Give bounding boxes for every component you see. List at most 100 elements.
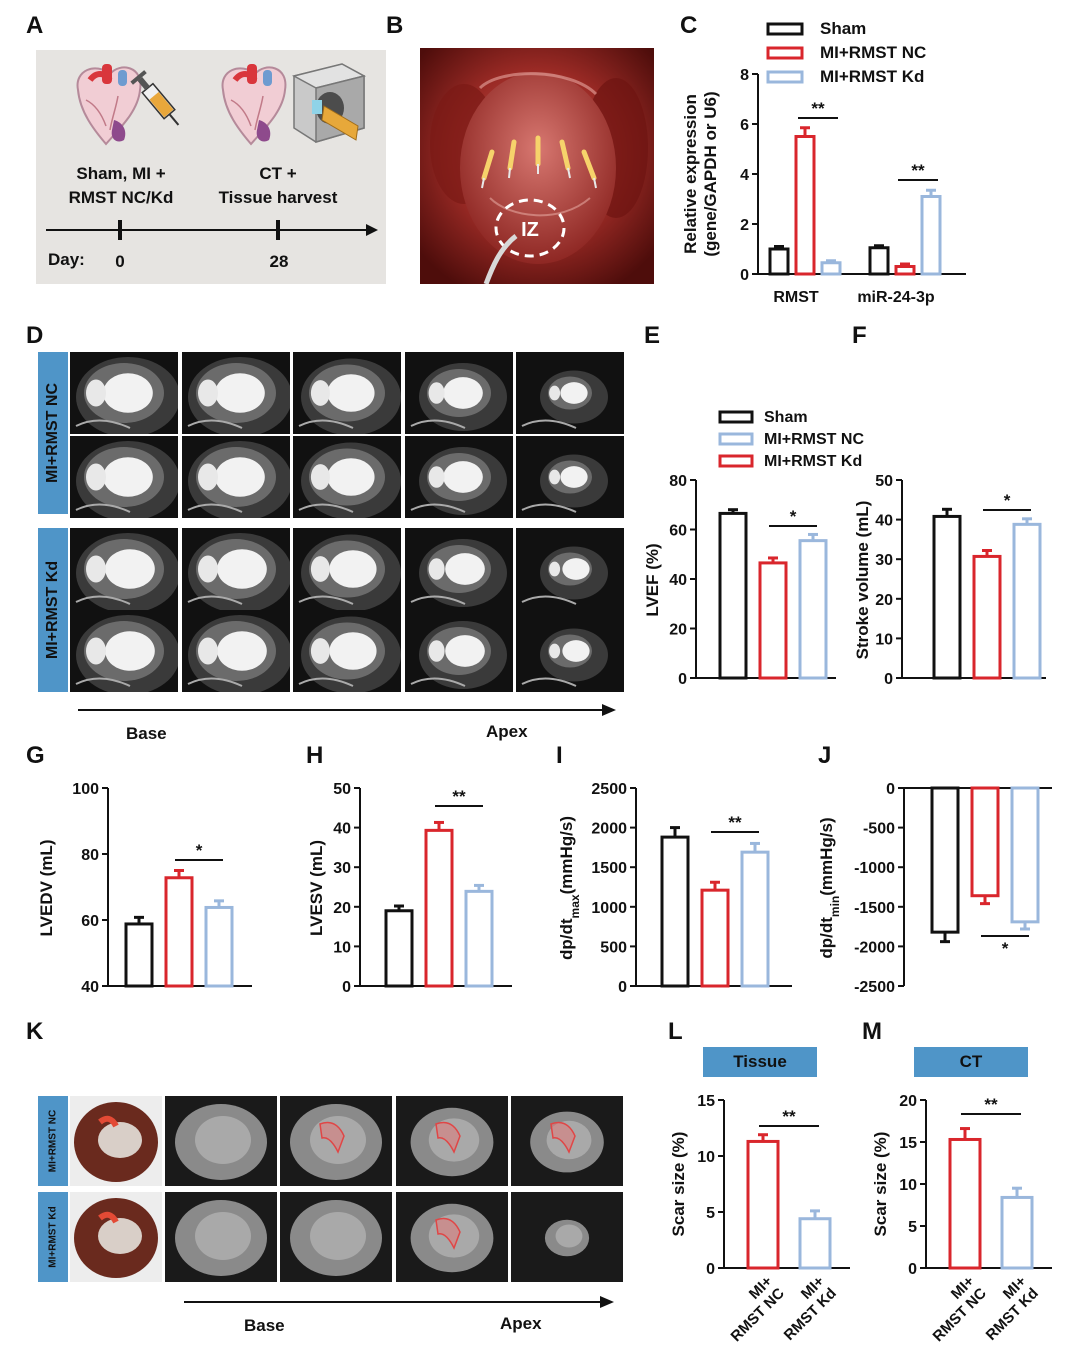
legend-label: MI+RMST NC [820,43,926,62]
y-tick-label: 15 [697,1093,715,1110]
mri-slice [70,352,178,434]
mri-slice [405,528,513,610]
tissue-section-photo [70,1096,162,1186]
k-apex-label: Apex [500,1314,542,1333]
y-tick-label: 1000 [591,900,627,917]
y-tick-label: -2500 [854,979,895,996]
bar [972,554,1002,680]
scheme-label-groups-1: Sham, MI + [76,164,166,183]
mri-slice [182,352,290,434]
y-tick-label: 10 [899,1177,917,1194]
mri-slice [70,436,178,518]
legend-swatch [718,410,754,424]
bar [894,265,916,276]
y-tick-label: 500 [600,939,627,956]
y-tick-label: 60 [81,913,99,930]
legend-label: Sham [764,409,808,426]
ct-slice [396,1192,508,1282]
bar [164,876,194,988]
base-label: Base [126,724,167,743]
y-tick-label: -2000 [854,939,895,956]
y-tick-label: 6 [740,117,749,134]
heart-icon [221,64,287,146]
scheme-label-harvest-2: Tissue harvest [218,188,338,207]
y-tick-label: 4 [740,167,749,184]
bar [768,247,790,276]
y-tick-label: 5 [706,1205,715,1222]
row-label-mi-rmst-nc: MI+RMST NC [38,352,68,514]
significance-label: ** [911,161,925,180]
y-tick-label: 80 [669,473,687,490]
panel-letter-f: F [852,322,867,349]
y-axis-label: LVESV (mL) [307,840,326,936]
mri-slice [293,436,401,518]
ct-slice [280,1096,392,1186]
y-axis-label-unit: (mmHg/s) [817,817,836,895]
day-28-label: 28 [269,252,289,271]
bar [868,246,890,276]
mri-slice [516,352,624,434]
bar [740,850,770,988]
panel-letter-j: J [818,742,832,769]
mri-slice [182,436,290,518]
bar [700,888,730,988]
bar [932,514,962,680]
ct-scanner-icon [291,63,367,143]
legend-swatch [718,454,754,468]
mri-slice [70,610,178,692]
panel-letter-c: C [680,12,698,39]
tissue-section-photo [70,1192,162,1282]
y-tick-label: 80 [81,847,99,864]
y-tick-label: 10 [697,1149,715,1166]
y-tick-label: -1000 [854,860,895,877]
mri-slice [516,610,624,692]
y-axis-label: Scar size (%) [669,1132,688,1237]
y-axis-label: Relative expression [681,94,700,254]
bar [1010,786,1040,924]
y-tick-label: 0 [886,781,895,798]
bar [718,511,748,680]
significance-label: * [1002,939,1009,958]
mri-slice [70,528,178,610]
y-tick-label: 5 [908,1219,917,1236]
ct-slice [280,1192,392,1282]
row-label-mi-rmst-kd: MI+RMST Kd [38,528,68,692]
bar [930,786,960,934]
row-label-k-mi-rmst-nc: MI+RMST NC [38,1096,68,1186]
y-axis-label: (gene/GAPDH or U6) [701,91,720,256]
panel-letter-b: B [386,12,404,39]
ct-slice [165,1192,277,1282]
bar [660,835,690,988]
k-base-apex-arrow [184,1296,614,1308]
mri-slice [293,610,401,692]
legend-swatch [766,22,804,36]
ct-slice [511,1192,623,1282]
y-tick-label: 20 [899,1093,917,1110]
syringe-icon [130,70,180,126]
bar [124,922,154,988]
x-tick-label: miR-24-3p [857,289,935,306]
mri-slice [516,528,624,610]
header-tissue: Tissue [703,1047,817,1077]
chart-g-lvedv: 40 60 80 100 * LVEDV (mL) [37,781,252,996]
y-tick-label: 15 [899,1135,917,1152]
y-tick-label: 60 [669,523,687,540]
panel-letter-k: K [26,1018,44,1045]
mri-slice [405,436,513,518]
heart-icon [76,64,142,146]
x-tick-label: RMST [773,289,819,306]
x-tick-label: MI+RMST NC [917,1273,990,1346]
bar [1012,522,1042,680]
legend-swatch [766,70,804,84]
legend-label: MI+RMST NC [764,431,864,448]
y-axis-label: dp/dtmax(mmHg/s) [557,816,582,960]
y-tick-label: 10 [875,631,893,648]
y-tick-label: 50 [875,473,893,490]
significance-label: * [790,507,797,526]
row-label-k-mi-rmst-kd: MI+RMST Kd [38,1192,68,1282]
y-tick-label: 100 [72,781,99,798]
apex-label: Apex [486,722,528,741]
panel-letter-h: H [306,742,324,769]
panel-letter-m: M [862,1018,882,1045]
